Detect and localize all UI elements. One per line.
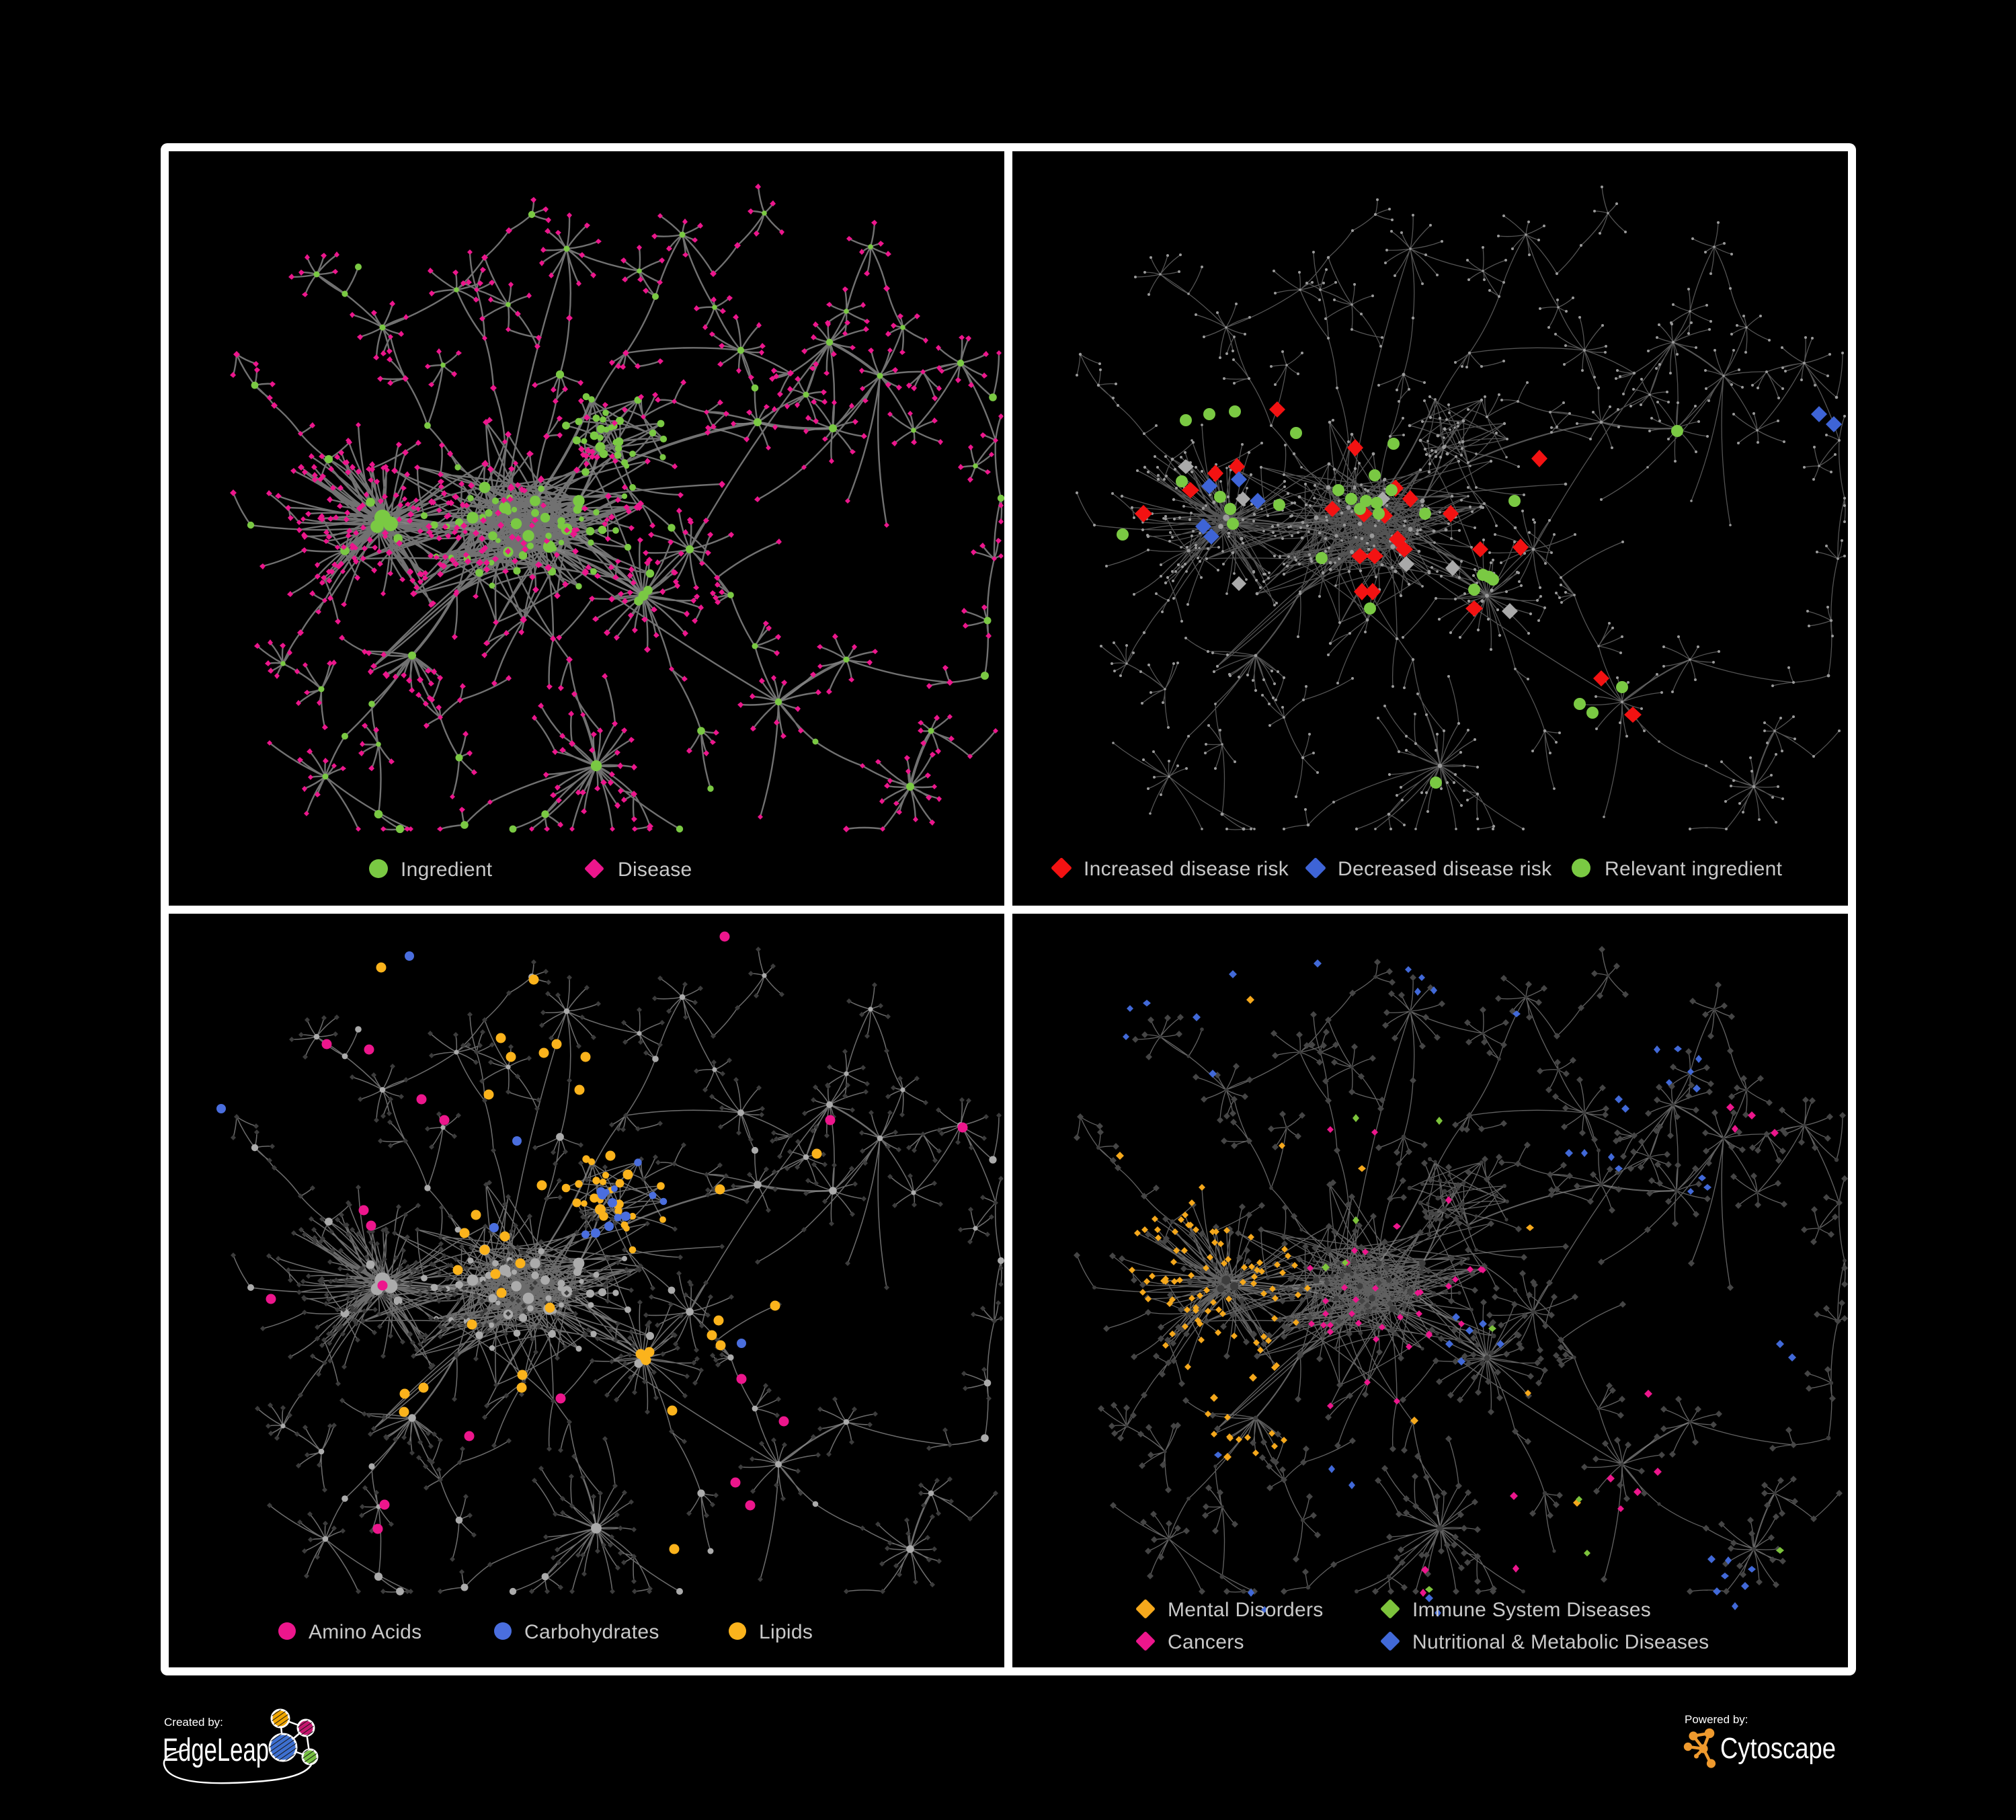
svg-text:EdgeLeap: EdgeLeap xyxy=(163,1733,269,1768)
svg-text:Relevant ingredient: Relevant ingredient xyxy=(1605,858,1783,880)
svg-text:Carbohydrates: Carbohydrates xyxy=(524,1621,659,1643)
svg-text:Created by:: Created by: xyxy=(164,1716,223,1729)
svg-text:Disease: Disease xyxy=(618,859,692,881)
svg-text:Ingredient: Ingredient xyxy=(401,859,493,881)
svg-text:Cytoscape: Cytoscape xyxy=(1720,1732,1836,1765)
svg-text:Powered by:: Powered by: xyxy=(1685,1713,1748,1726)
svg-text:Lipids: Lipids xyxy=(759,1621,813,1643)
svg-text:Amino Acids: Amino Acids xyxy=(309,1621,421,1643)
svg-text:Increased disease risk: Increased disease risk xyxy=(1084,858,1289,880)
svg-text:Decreased disease risk: Decreased disease risk xyxy=(1338,858,1552,880)
